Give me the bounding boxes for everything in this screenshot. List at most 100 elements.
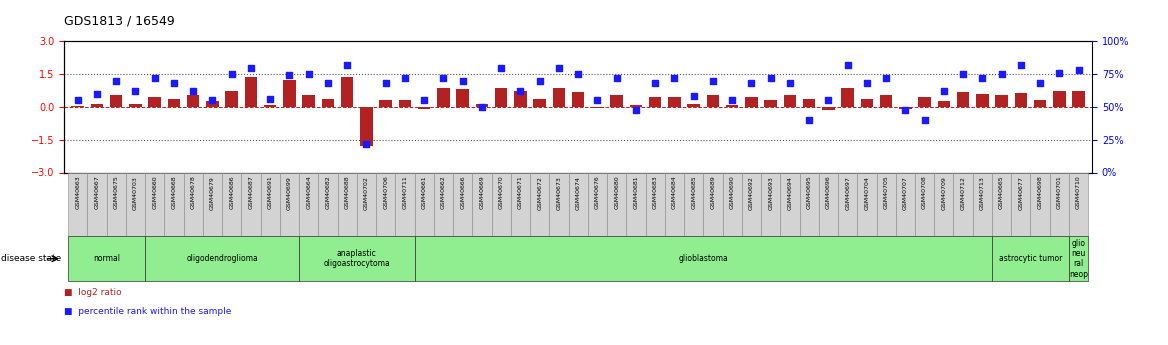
Bar <box>802 99 815 107</box>
Bar <box>995 95 1008 107</box>
Bar <box>649 97 661 107</box>
Bar <box>973 172 992 236</box>
Text: astrocytic tumor: astrocytic tumor <box>999 254 1062 263</box>
Text: GSM40686: GSM40686 <box>229 176 235 209</box>
Bar <box>630 105 642 107</box>
Point <box>126 88 145 94</box>
Text: GSM40675: GSM40675 <box>113 176 119 209</box>
Bar <box>819 172 837 236</box>
Text: GSM40688: GSM40688 <box>345 176 349 209</box>
Point <box>703 78 722 83</box>
Bar <box>976 94 988 107</box>
Point <box>800 117 819 123</box>
Bar <box>437 88 450 107</box>
Point <box>260 96 279 102</box>
Point <box>242 65 260 70</box>
Point <box>338 62 356 68</box>
Bar <box>203 172 222 236</box>
Bar <box>780 172 800 236</box>
Bar <box>1069 172 1089 236</box>
Bar <box>800 172 819 236</box>
Bar <box>321 99 334 107</box>
Text: GSM40666: GSM40666 <box>460 176 465 209</box>
Point <box>723 98 742 103</box>
Text: GSM40710: GSM40710 <box>1076 176 1082 209</box>
Bar <box>938 101 950 107</box>
Bar <box>762 172 780 236</box>
Text: GSM40665: GSM40665 <box>999 176 1004 209</box>
Point <box>453 78 472 83</box>
Point <box>203 98 222 103</box>
Bar <box>495 88 507 107</box>
Bar <box>356 172 376 236</box>
Bar <box>395 172 415 236</box>
Bar <box>207 101 218 107</box>
Bar <box>165 172 183 236</box>
Bar <box>299 172 319 236</box>
Text: GSM40671: GSM40671 <box>517 176 523 209</box>
Bar <box>703 172 723 236</box>
Bar <box>764 100 777 107</box>
Text: GSM40677: GSM40677 <box>1018 176 1023 209</box>
Text: glioblastoma: glioblastoma <box>679 254 728 263</box>
Point <box>1031 81 1050 86</box>
Point <box>742 81 760 86</box>
Text: GSM40712: GSM40712 <box>960 176 966 209</box>
Point <box>357 141 376 146</box>
Text: GSM40704: GSM40704 <box>864 176 869 209</box>
Bar <box>549 172 569 236</box>
Point <box>415 98 433 103</box>
Bar <box>71 106 84 107</box>
Bar <box>723 172 742 236</box>
Text: GSM40673: GSM40673 <box>556 176 562 209</box>
Bar <box>668 97 681 107</box>
Text: GSM40709: GSM40709 <box>941 176 946 209</box>
Bar <box>665 172 684 236</box>
Text: normal: normal <box>93 254 120 263</box>
Bar <box>534 99 545 107</box>
Point <box>69 98 88 103</box>
Bar <box>376 172 395 236</box>
Bar <box>303 95 315 107</box>
Text: GSM40696: GSM40696 <box>826 176 830 209</box>
Text: GSM40668: GSM40668 <box>172 176 176 209</box>
Bar <box>475 104 488 107</box>
Point <box>626 107 645 112</box>
Text: GSM40713: GSM40713 <box>980 176 985 209</box>
Bar <box>688 104 700 107</box>
Bar <box>242 172 260 236</box>
Point <box>222 71 241 77</box>
Text: GSM40680: GSM40680 <box>614 176 619 209</box>
Text: GSM40706: GSM40706 <box>383 176 388 209</box>
Text: GSM40693: GSM40693 <box>769 176 773 209</box>
Text: GSM40660: GSM40660 <box>152 176 158 209</box>
Point <box>473 104 492 110</box>
Text: GSM40678: GSM40678 <box>190 176 196 209</box>
Point <box>819 98 837 103</box>
Text: GSM40662: GSM40662 <box>442 176 446 209</box>
Bar <box>1054 90 1065 107</box>
Point <box>299 71 318 77</box>
Bar <box>684 172 703 236</box>
Point <box>857 81 876 86</box>
Point <box>665 75 683 81</box>
Bar <box>861 99 874 107</box>
Point <box>588 98 606 103</box>
Bar <box>1034 100 1047 107</box>
Text: glio
neu
ral
neop: glio neu ral neop <box>1069 239 1089 279</box>
Bar <box>148 97 161 107</box>
Bar <box>626 172 646 236</box>
Point <box>319 81 338 86</box>
Bar <box>992 236 1069 281</box>
Bar <box>530 172 549 236</box>
Bar <box>106 172 126 236</box>
Text: GSM40711: GSM40711 <box>403 176 408 209</box>
Bar <box>299 236 415 281</box>
Bar <box>742 172 762 236</box>
Text: GSM40682: GSM40682 <box>326 176 331 209</box>
Bar <box>510 172 530 236</box>
Text: GSM40676: GSM40676 <box>595 176 600 209</box>
Bar <box>453 172 472 236</box>
Text: anaplastic
oligoastrocytoma: anaplastic oligoastrocytoma <box>324 249 390 268</box>
Point <box>280 73 299 78</box>
